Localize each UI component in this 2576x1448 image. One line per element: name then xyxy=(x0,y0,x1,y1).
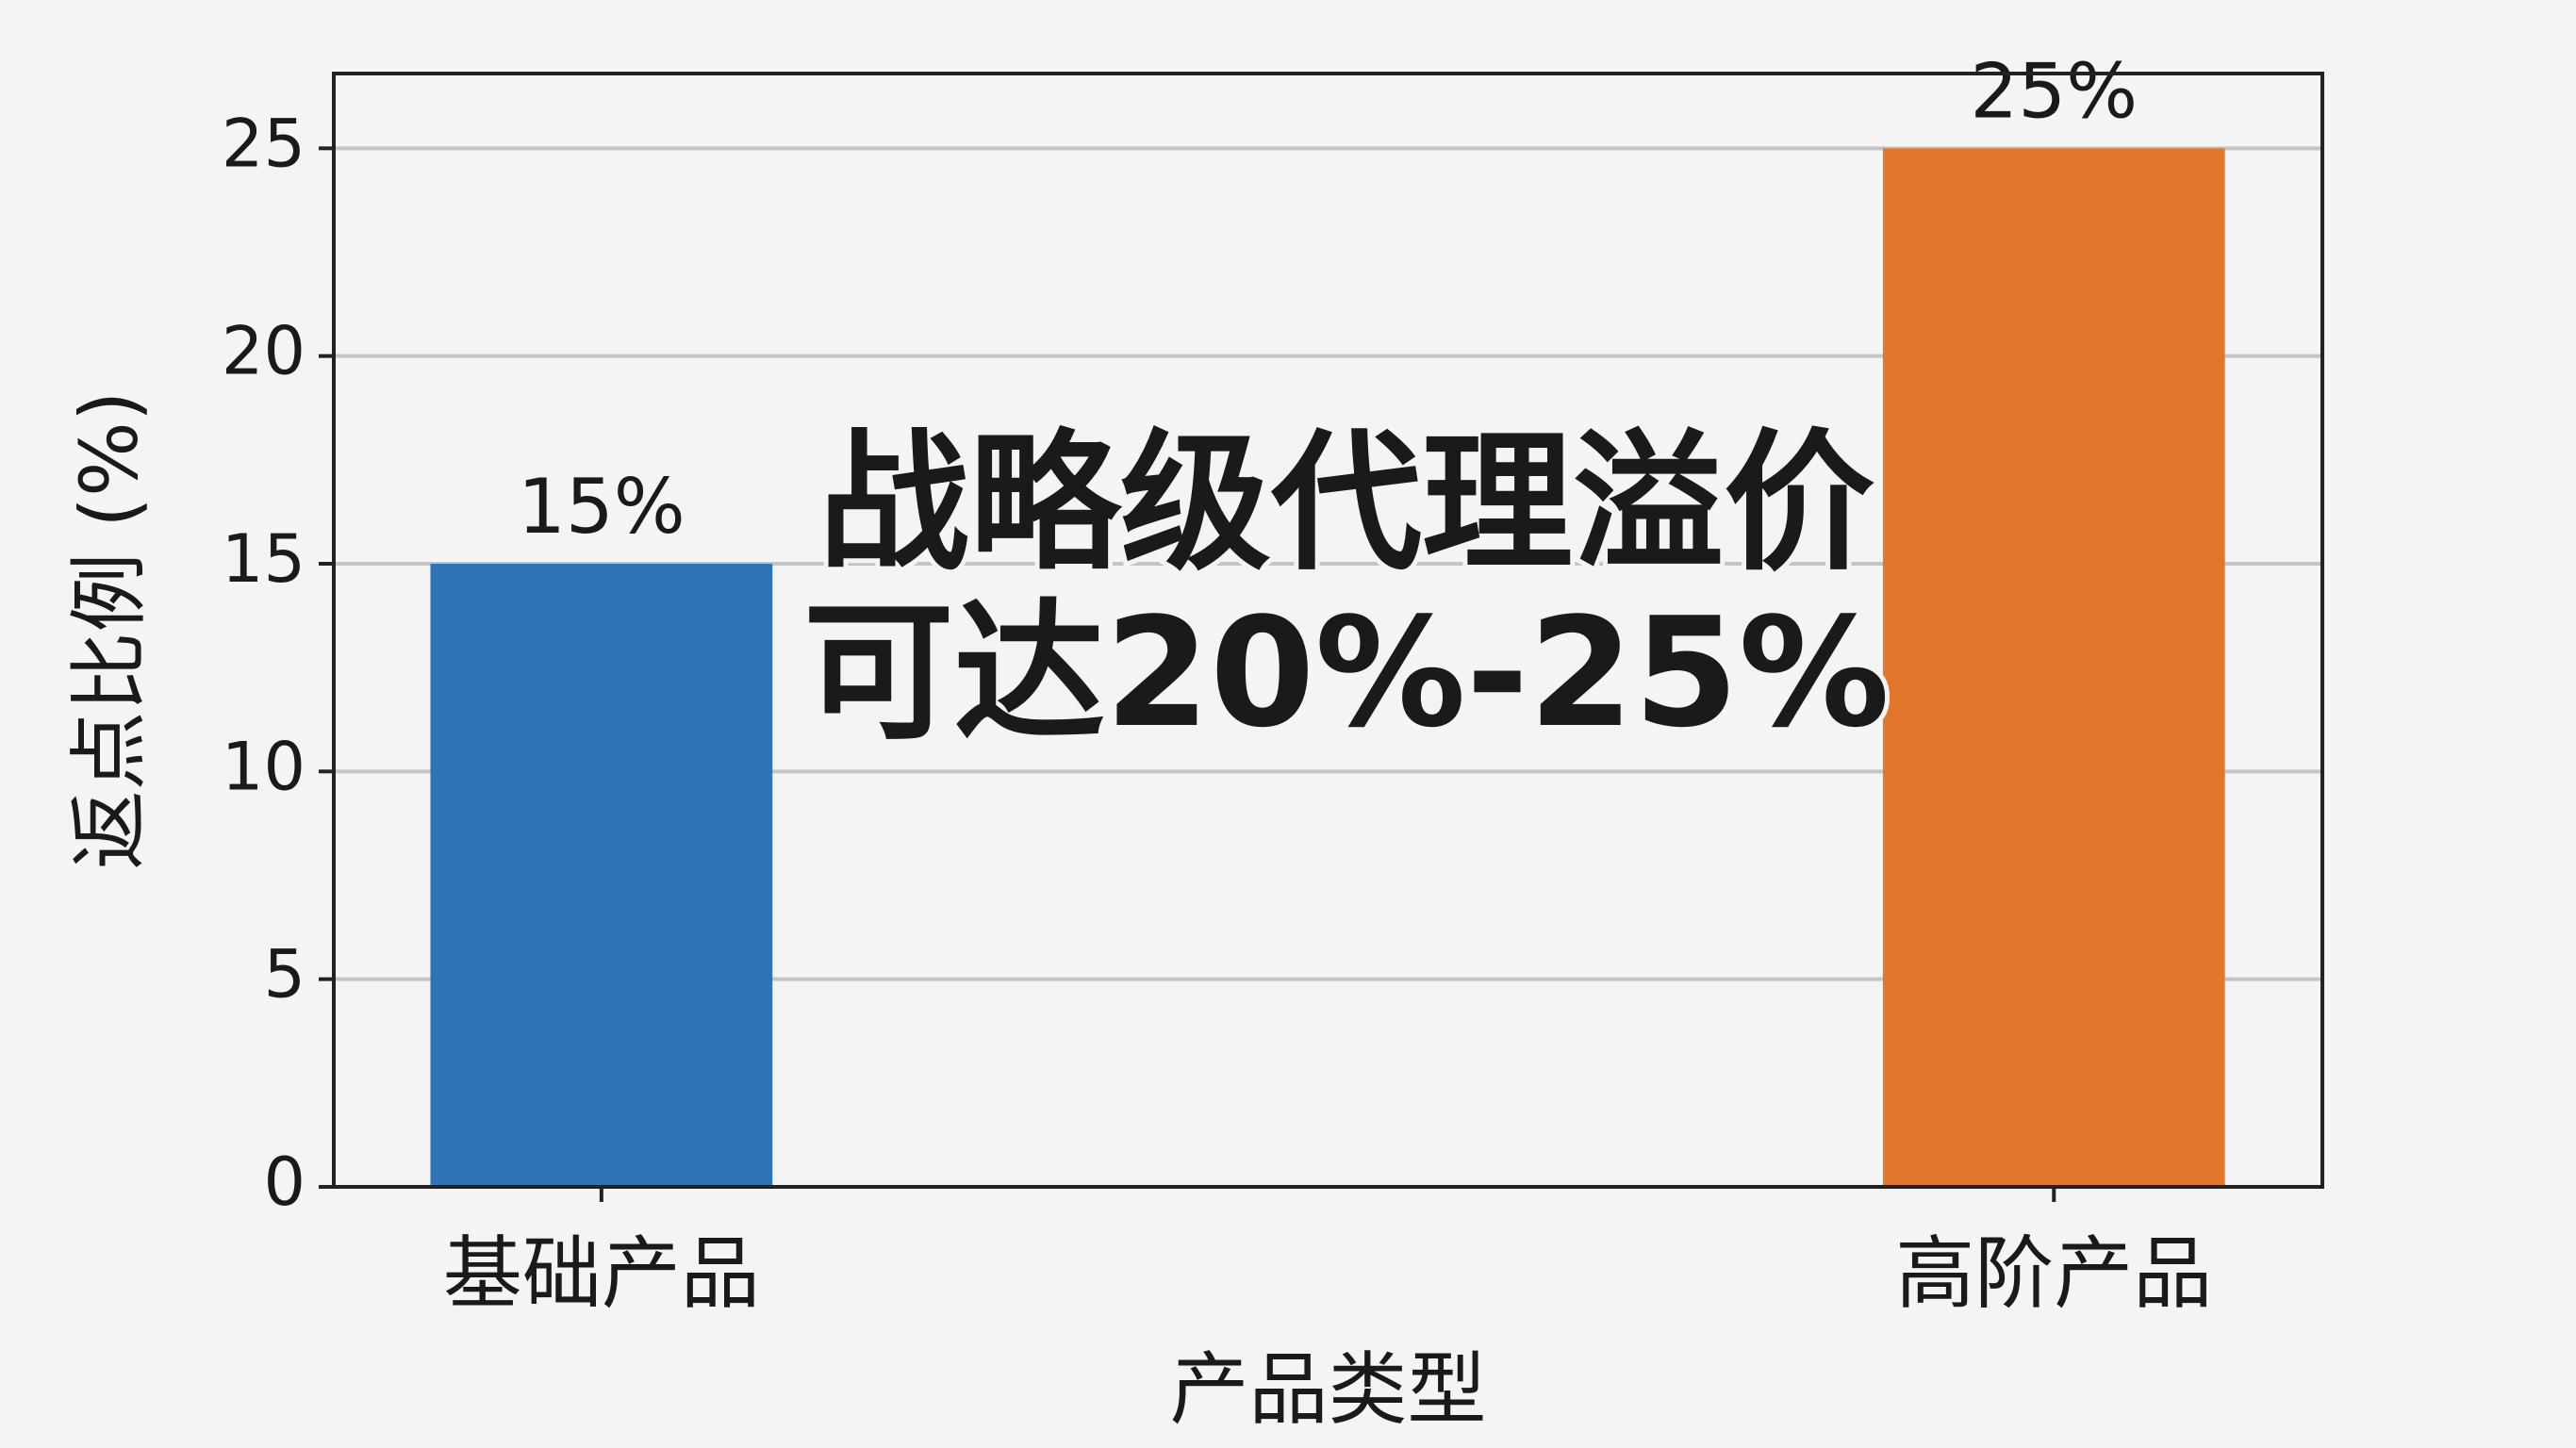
y-axis-label: 返点比例 (%) xyxy=(63,390,156,869)
y-tick-label: 15 xyxy=(222,520,305,598)
bar xyxy=(430,563,773,1187)
y-tick-label: 25 xyxy=(222,105,305,182)
x-tick-label: 高阶产品 xyxy=(1895,1227,2212,1320)
bar xyxy=(1882,148,2225,1187)
y-tick-label: 5 xyxy=(263,936,305,1013)
annotation: 可达20%-25% xyxy=(803,584,1890,761)
value-label: 25% xyxy=(1970,47,2138,135)
annotation: 战略级代理溢价 xyxy=(818,415,1874,591)
value-label: 15% xyxy=(518,463,685,551)
x-axis-label: 产品类型 xyxy=(1169,1343,1486,1436)
x-tick-label: 基础产品 xyxy=(443,1227,760,1320)
plot-frame xyxy=(332,72,2324,1189)
y-tick-label: 20 xyxy=(222,313,305,390)
y-tick-label: 0 xyxy=(263,1144,305,1221)
y-tick-label: 10 xyxy=(222,728,305,805)
